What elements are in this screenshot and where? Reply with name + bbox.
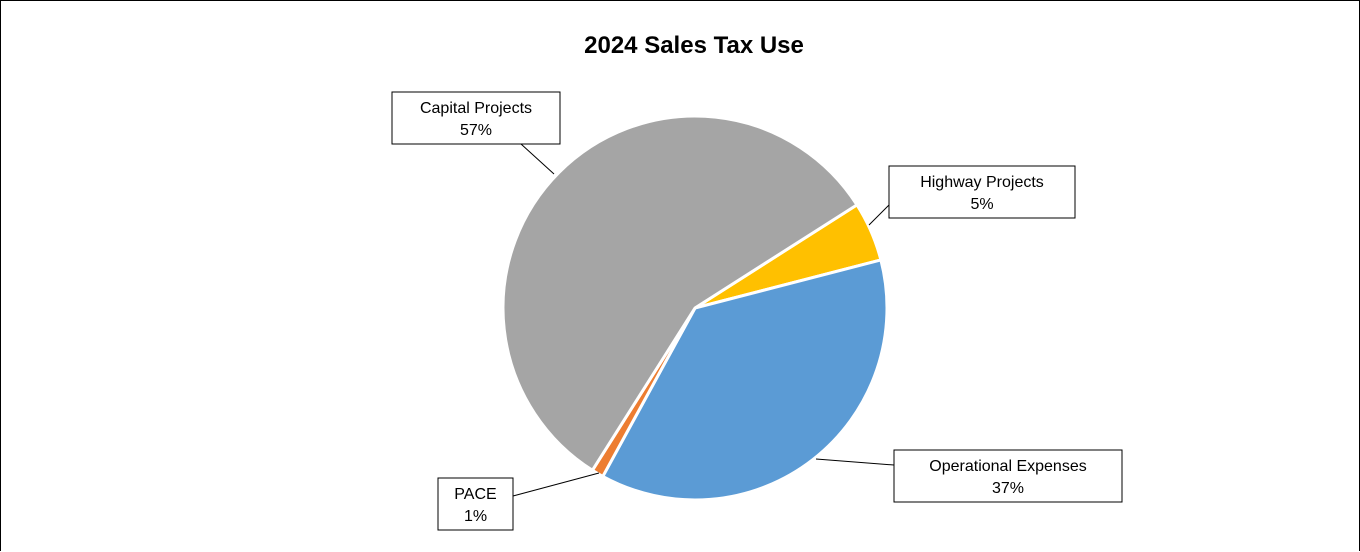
callout-leader-line bbox=[815, 458, 895, 466]
data-label-category: Capital Projects bbox=[420, 100, 532, 117]
callout-leader-line bbox=[512, 472, 600, 497]
callout-box bbox=[437, 477, 514, 531]
callout-box bbox=[888, 165, 1076, 219]
callout-leader-line bbox=[520, 143, 555, 175]
data-label-percent: 1% bbox=[464, 508, 487, 525]
callout-leader-line bbox=[868, 204, 890, 226]
callout-highway-projects: Highway Projects 5% bbox=[868, 165, 1076, 226]
callout-pace: PACE 1% bbox=[437, 472, 600, 531]
data-label-category: Highway Projects bbox=[920, 174, 1044, 191]
callout-box bbox=[391, 91, 561, 145]
pie-slice-capital-projects bbox=[501, 114, 859, 472]
pie-slices bbox=[501, 114, 889, 502]
callout-operational-expenses: Operational Expenses 37% bbox=[815, 449, 1123, 503]
pie-slice-operational-expenses bbox=[601, 258, 889, 502]
data-label-percent: 5% bbox=[970, 196, 993, 213]
callout-capital-projects: Capital Projects 57% bbox=[391, 91, 561, 175]
callout-box bbox=[893, 449, 1123, 503]
data-label-percent: 37% bbox=[992, 480, 1024, 497]
data-label-callouts: Highway Projects 5% Operational Expenses 37… bbox=[391, 91, 1123, 531]
data-label-category: PACE bbox=[454, 486, 496, 503]
data-label-percent: 57% bbox=[460, 122, 492, 139]
chart-title: 2024 Sales Tax Use bbox=[584, 32, 804, 59]
data-label-category: Operational Expenses bbox=[929, 458, 1086, 475]
